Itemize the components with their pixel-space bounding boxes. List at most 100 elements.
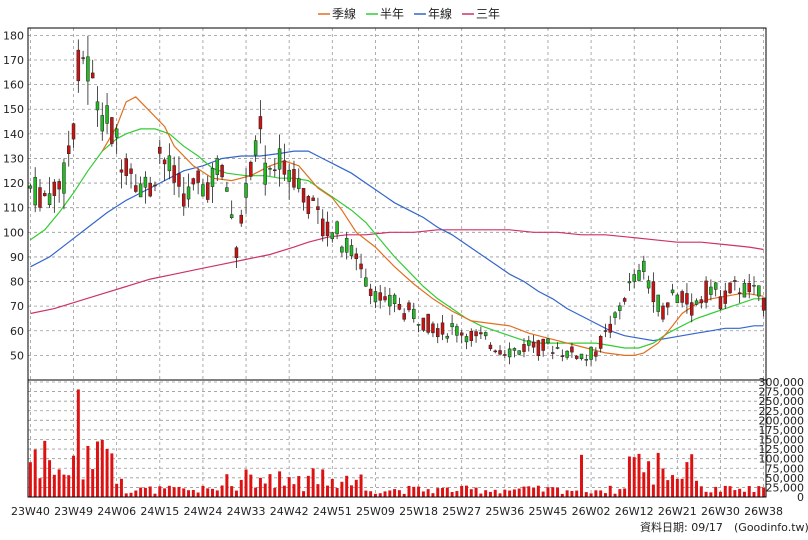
volume-bar [81,479,85,497]
x-axis-ticks: 23W40 23W49 24W06 24W15 24W24 24W33 24W42 24W51… [11,505,783,518]
candle-body [201,184,205,197]
candlesticks [28,35,766,367]
candle-body [546,338,550,344]
candle-body [392,294,397,304]
candle-body [182,193,186,207]
candle-body [555,347,560,349]
volume-bar [412,486,416,497]
candle-body [632,274,636,282]
volume-bar [666,480,670,497]
x-tick-label: 24W51 [313,505,352,518]
candle-body [728,282,732,294]
candle-body [52,181,57,196]
candle-body [483,332,488,337]
price-tick-label: 50 [10,349,24,362]
volume-bar [536,485,540,497]
ma-3year-line [30,229,764,315]
volume-bar [436,488,440,497]
volume-bar [268,474,272,497]
candle-body [268,168,272,170]
volume-bar [388,490,392,497]
candle-body [344,238,349,253]
candle-body [129,168,133,174]
volume-bar [685,462,689,497]
candle-body [43,193,47,197]
volume-bar [532,487,536,497]
volume-bar [445,487,449,497]
candle-body [383,296,387,301]
volume-tick-label: 0 [797,491,804,504]
candle-body [761,297,766,311]
volume-bar [191,489,195,497]
candle-body [191,178,196,185]
volume-bar [397,490,401,497]
candle-body [531,341,536,348]
x-tick-label: 24W15 [140,505,179,518]
candle-body [397,304,402,310]
volume-bar [479,493,483,497]
candle-body [325,221,330,237]
volume-bar [690,454,694,497]
candle-body [292,169,296,188]
volume-bar [244,469,248,497]
candle-body [737,292,742,294]
volume-bar [91,469,95,497]
candle-body [512,348,517,351]
candle-body [277,148,282,170]
volume-bar [618,489,622,497]
volume-bar [407,485,411,497]
candle-body [388,294,392,307]
volume-tick-label: 250,000 [759,395,805,408]
x-tick-label: 24W24 [183,505,222,518]
candle-body [76,49,81,82]
volume-bar [201,485,205,497]
volume-bar [345,475,349,497]
volume-bar [282,485,286,497]
volume-bar [196,492,200,497]
volume-bar [177,486,181,497]
candle-body [459,332,464,336]
candle-body [220,164,224,178]
volume-bar [575,490,579,497]
candle-body [306,196,311,214]
volume-bar [57,469,61,497]
data-date-label: 資料日期: 09/17 [640,520,723,534]
candle-body [598,335,603,349]
volume-bar [273,487,277,497]
volume-bar [163,488,167,497]
volume-bar [105,449,109,497]
volume-bar [211,488,214,497]
volume-bar [129,492,133,497]
legend-label-3: 三年 [476,7,500,21]
volume-bar [642,472,646,497]
volume-axis-ticks: 025,00050,00075,000100,000125,000150,000… [759,376,805,504]
volume-bar [239,479,243,497]
candle-body [479,332,483,335]
candle-body [143,176,148,188]
candle-body [335,221,339,235]
source-label: (Goodinfo.tw) [734,521,808,534]
candle-body [622,298,627,302]
candle-body [551,352,555,354]
candle-body [440,322,445,335]
candle-body [646,280,651,289]
x-tick-label: 24W06 [97,505,136,518]
candle-body [574,355,579,359]
candle-body [522,344,526,352]
candle-body [594,351,598,357]
candle-body [757,285,761,297]
candle-body [57,181,61,190]
volume-bar [263,483,267,497]
candle-body [134,185,138,192]
volume-bar [359,474,363,497]
candle-body [675,294,680,304]
volume-bar [565,490,569,497]
volume-bar [498,493,502,497]
volume-bar [292,484,296,497]
candle-body [450,323,454,328]
candle-body [713,282,718,290]
volume-tick-label: 25,000 [766,481,805,494]
volume-bar [594,490,598,497]
volume-bar [187,490,191,497]
x-tick-label: 24W33 [227,505,266,518]
